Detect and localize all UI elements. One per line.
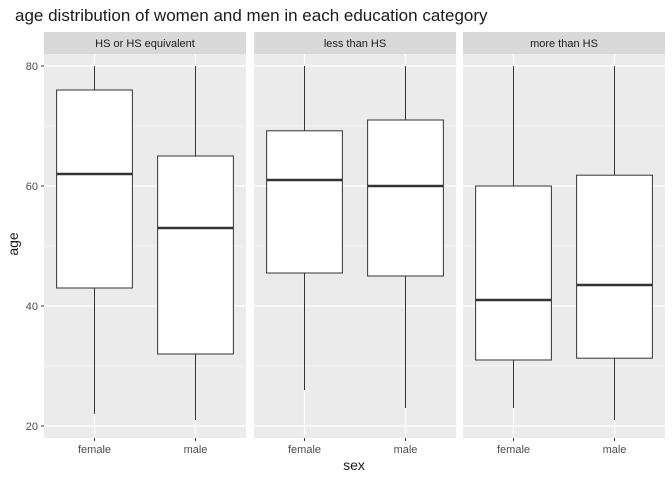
boxplot-female xyxy=(266,66,343,390)
iqr-box xyxy=(157,155,234,355)
boxplot-female xyxy=(475,66,552,408)
iqr-box xyxy=(475,185,552,361)
x-tick-label: female xyxy=(288,444,321,456)
chart-title: age distribution of women and men in eac… xyxy=(15,6,488,25)
x-tick-label: male xyxy=(603,444,627,456)
y-tick-label: 80 xyxy=(26,61,38,73)
facet-label: more than HS xyxy=(530,38,598,50)
y-tick-label: 20 xyxy=(26,421,38,433)
y-axis: 20 40 60 80 xyxy=(26,61,44,433)
x-axis-title: sex xyxy=(343,457,365,473)
x-tick-label: male xyxy=(394,444,418,456)
x-tick-label: male xyxy=(184,444,208,456)
iqr-box xyxy=(56,89,133,289)
boxplot-male xyxy=(367,66,444,408)
iqr-box xyxy=(266,130,343,274)
iqr-box xyxy=(576,174,653,359)
facet-strip xyxy=(254,32,456,54)
y-tick-label: 60 xyxy=(26,181,38,193)
y-tick-label: 40 xyxy=(26,301,38,313)
y-axis-title: age xyxy=(5,232,21,256)
boxplot-female xyxy=(56,66,133,414)
facet-strip xyxy=(44,32,246,54)
boxplot-male xyxy=(576,66,653,420)
x-tick-label: female xyxy=(497,444,530,456)
boxplot-male xyxy=(157,66,234,420)
facet-panel: more than HS female male xyxy=(463,32,665,456)
iqr-box xyxy=(367,119,444,277)
x-tick-label: female xyxy=(78,444,111,456)
facet-panel: HS or HS equivalent female male xyxy=(44,32,246,456)
facet-strip xyxy=(463,32,665,54)
facet-label: HS or HS equivalent xyxy=(95,38,195,50)
facet-panel: less than HS female male xyxy=(254,32,456,456)
facet-label: less than HS xyxy=(324,38,386,50)
